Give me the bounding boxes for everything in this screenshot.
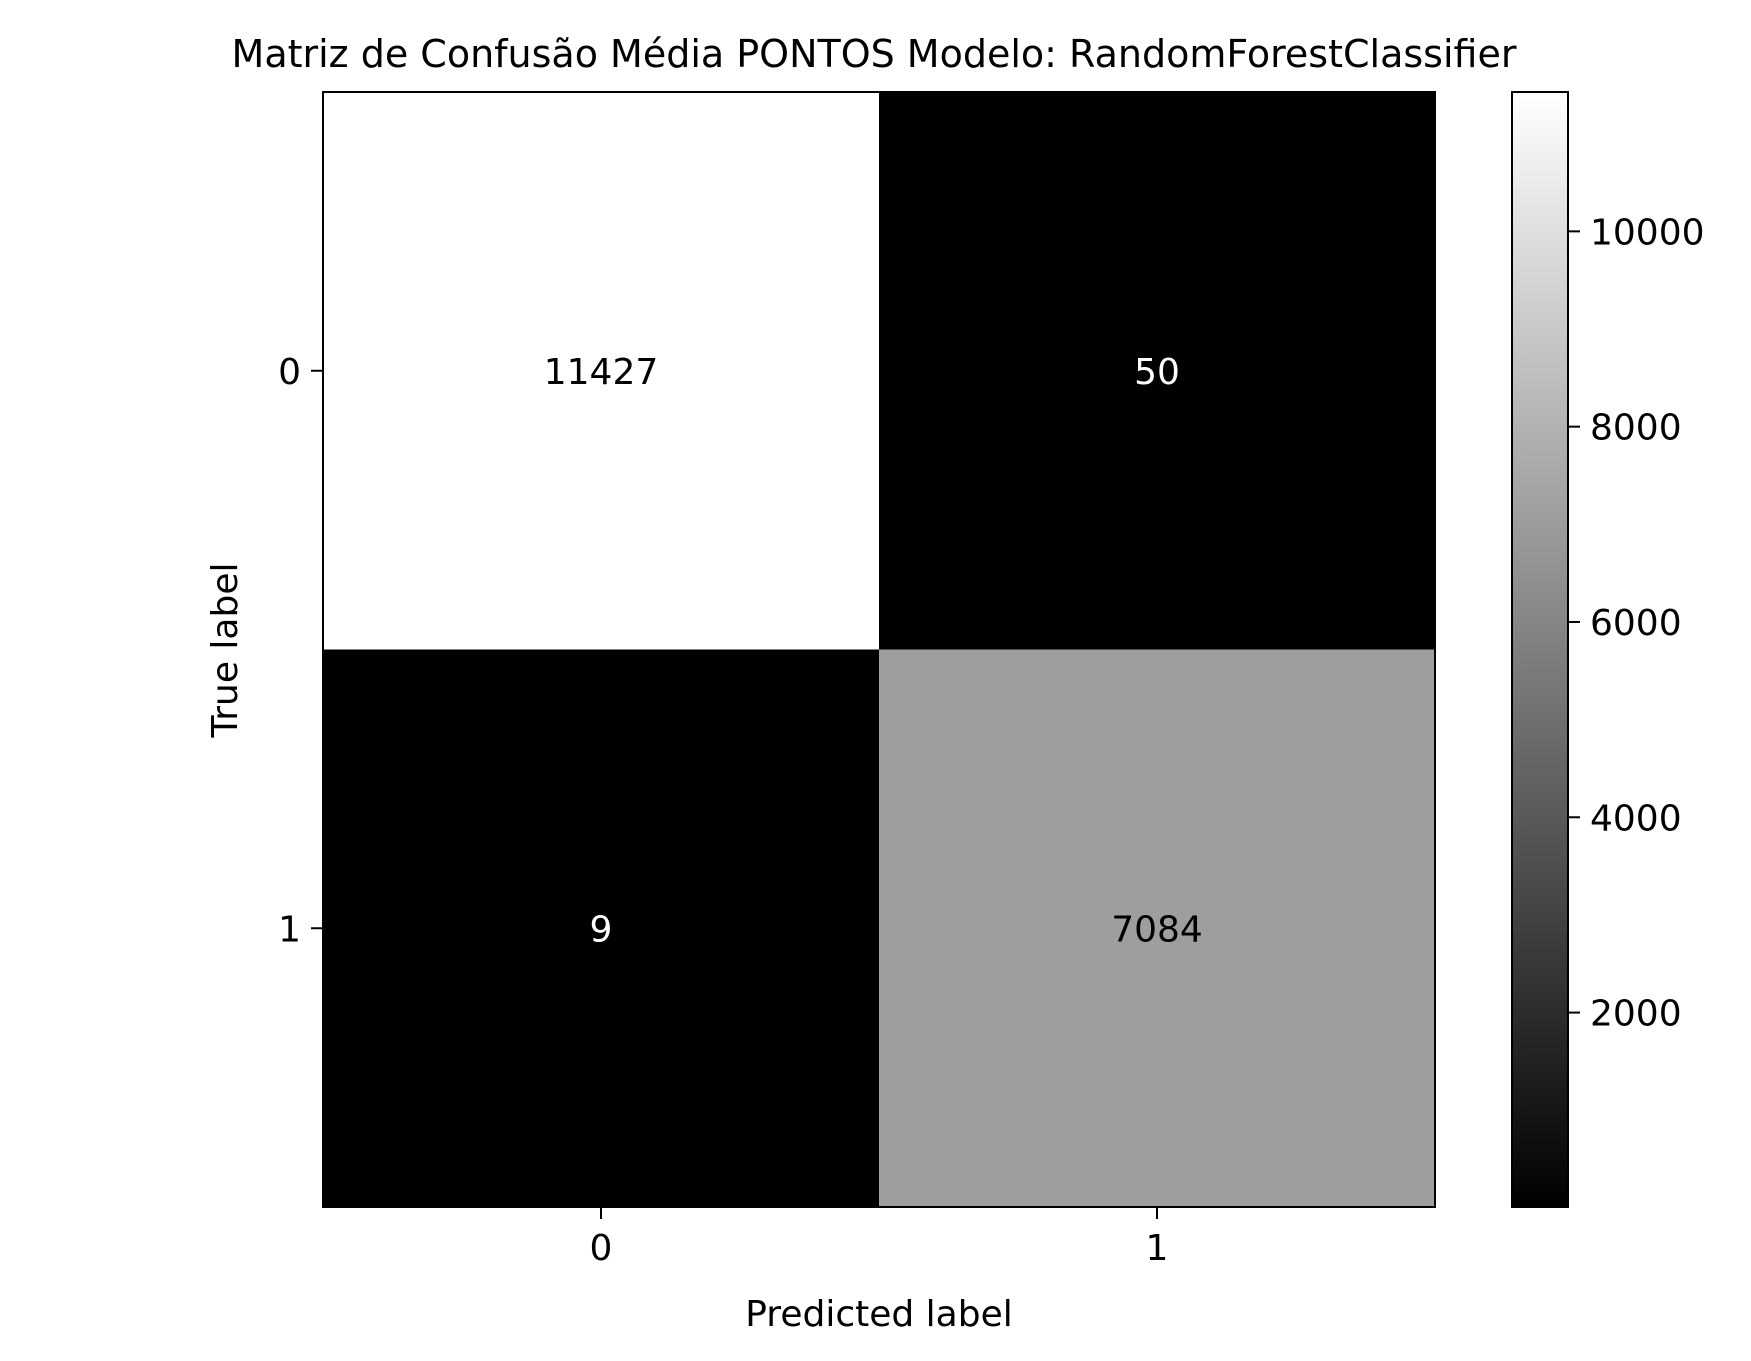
x-axis-label: Predicted label: [745, 1294, 1013, 1335]
colorbar-ticks: 2000 4000 6000 8000 10000: [1568, 212, 1705, 1035]
x-tick-label-0: 0: [590, 1228, 613, 1269]
matrix-cell-0-1: [879, 92, 1436, 650]
colorbar-tick-label-0: 2000: [1590, 994, 1682, 1035]
colorbar-tick-label-3: 8000: [1590, 408, 1682, 449]
chart-title: Matriz de Confusão Média PONTOS Modelo: …: [232, 32, 1517, 76]
matrix-cell-1-0: [323, 649, 880, 1208]
cell-value-1-1: 7084: [1111, 909, 1203, 950]
x-tick-label-1: 1: [1146, 1228, 1169, 1269]
matrix-cell-1-1: [879, 649, 1436, 1208]
colorbar-tick-label-2: 6000: [1590, 603, 1682, 644]
colorbar-frame: [1511, 91, 1569, 1208]
colorbar-tick-label-1: 4000: [1590, 798, 1682, 839]
y-tick-label-1: 1: [278, 909, 301, 950]
colorbar-gradient: [1512, 92, 1568, 1207]
y-axis-label: True label: [205, 563, 246, 739]
y-tick-label-0: 0: [278, 352, 301, 393]
matrix-cells: [323, 92, 1436, 1208]
cell-value-0-0: 11427: [544, 352, 659, 393]
y-axis-ticks: 01: [278, 352, 323, 950]
plot-frame: [322, 91, 1436, 1208]
cell-value-0-1: 50: [1134, 352, 1180, 393]
matrix-cell-0-0: [323, 92, 880, 650]
colorbar-tick-label-4: 10000: [1590, 212, 1705, 253]
matrix-cell-labels: 11427 50 9 7084: [544, 352, 1203, 951]
cell-value-1-0: 9: [590, 909, 613, 950]
